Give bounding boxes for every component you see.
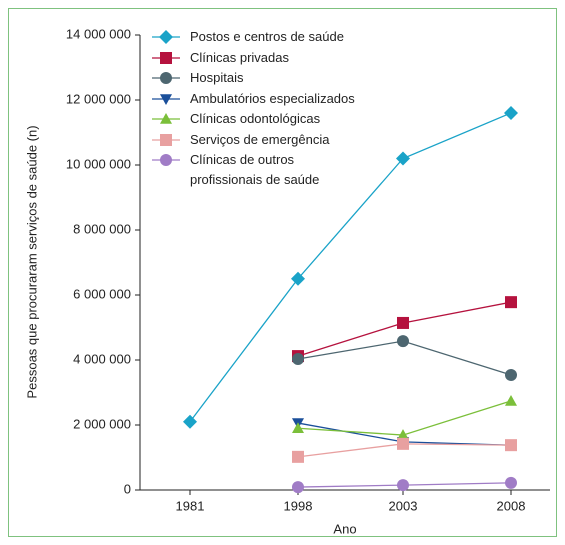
y-tick-label: 0 bbox=[124, 481, 131, 496]
legend-icon bbox=[152, 133, 180, 146]
marker bbox=[160, 113, 172, 124]
x-axis-label: Ano bbox=[333, 521, 356, 536]
marker bbox=[292, 450, 304, 463]
y-axis-label: Pessoas que procuraram serviços de saúde… bbox=[24, 125, 39, 398]
y-tick-label: 14 000 000 bbox=[66, 26, 131, 41]
marker bbox=[504, 106, 518, 120]
legend-icon bbox=[152, 113, 180, 124]
marker bbox=[292, 353, 304, 366]
legend-label: Clínicas odontológicas bbox=[190, 111, 321, 126]
marker bbox=[160, 51, 172, 64]
y-tick-label: 8 000 000 bbox=[73, 221, 131, 236]
legend-label: Clínicas de outros profissionais de saúd… bbox=[190, 152, 320, 187]
marker bbox=[505, 394, 517, 406]
legend-item: Clínicas privadas bbox=[150, 48, 355, 69]
legend-icon bbox=[152, 30, 180, 44]
marker bbox=[505, 368, 517, 381]
marker bbox=[160, 154, 172, 166]
x-tick-label: 2008 bbox=[497, 498, 526, 513]
marker bbox=[397, 437, 409, 450]
x-tick-label: 1998 bbox=[284, 498, 313, 513]
marker bbox=[292, 422, 304, 434]
legend-icon bbox=[152, 154, 180, 166]
series-line bbox=[297, 301, 512, 357]
series-line bbox=[297, 400, 512, 436]
legend-item: Clínicas odontológicas bbox=[150, 109, 355, 130]
legend-icon bbox=[152, 51, 180, 64]
legend-item: Clínicas de outros profissionais de saúd… bbox=[150, 150, 355, 187]
y-tick-label: 10 000 000 bbox=[66, 156, 131, 171]
marker bbox=[397, 316, 409, 329]
x-tick-label: 2003 bbox=[389, 498, 418, 513]
marker bbox=[160, 93, 172, 105]
frame bbox=[8, 8, 557, 537]
marker bbox=[396, 151, 410, 166]
y-tick-label: 2 000 000 bbox=[73, 416, 131, 431]
marker bbox=[183, 414, 197, 429]
marker bbox=[160, 133, 172, 146]
legend-item: Serviços de emergência bbox=[150, 130, 355, 151]
legend: Postos e centros de saúde Clínicas privad… bbox=[150, 27, 355, 187]
y-tick-label: 12 000 000 bbox=[66, 91, 131, 106]
marker bbox=[291, 271, 305, 286]
marker bbox=[397, 479, 409, 492]
marker bbox=[505, 439, 517, 452]
legend-icon bbox=[152, 72, 180, 84]
legend-item: Hospitais bbox=[150, 68, 355, 89]
marker bbox=[292, 481, 304, 494]
legend-item: Postos e centros de saúde bbox=[150, 27, 355, 48]
marker bbox=[505, 476, 517, 489]
legend-label: Clínicas privadas bbox=[190, 49, 289, 65]
marker bbox=[160, 72, 172, 84]
marker bbox=[505, 296, 517, 309]
marker bbox=[397, 429, 409, 440]
legend-label: Serviços de emergência bbox=[190, 131, 330, 147]
y-tick-label: 4 000 000 bbox=[73, 351, 131, 366]
legend-label: Hospitais bbox=[190, 70, 244, 85]
legend-label: Postos e centros de saúde bbox=[190, 29, 344, 44]
x-tick-label: 1981 bbox=[176, 498, 205, 513]
legend-item: Ambulatórios especializados bbox=[150, 89, 355, 110]
legend-icon bbox=[152, 93, 180, 105]
marker bbox=[397, 335, 409, 348]
series-line bbox=[189, 112, 512, 423]
legend-label: Ambulatórios especializados bbox=[190, 90, 355, 106]
marker bbox=[159, 30, 173, 44]
y-tick-label: 6 000 000 bbox=[73, 286, 131, 301]
